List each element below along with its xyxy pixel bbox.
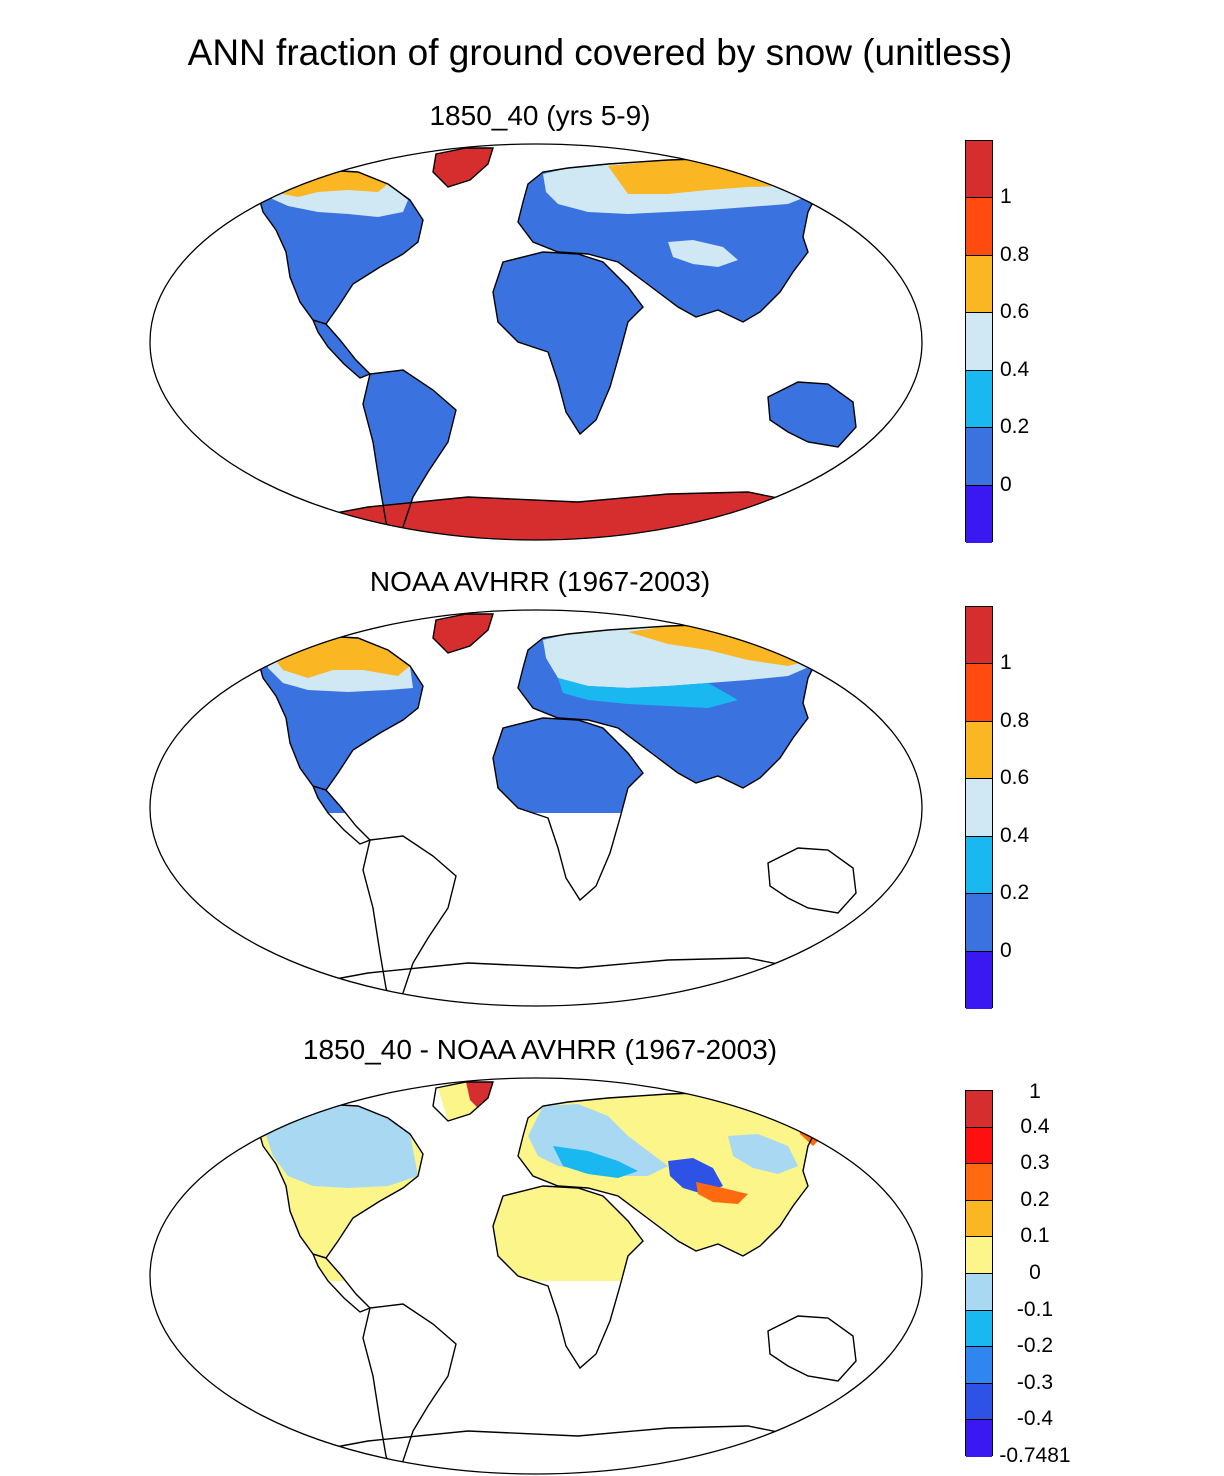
colorbar-tick-label: 0.8	[1000, 242, 1030, 266]
colorbar-segment	[966, 198, 992, 256]
colorbar-segment	[966, 255, 992, 314]
colorbar-tick-label: -0.2	[1016, 1334, 1054, 1358]
colorbar-segment	[966, 836, 992, 895]
colorbar-segment	[966, 894, 992, 952]
colorbar-segment	[966, 1310, 992, 1348]
land-model	[256, 148, 922, 540]
colorbar-model	[965, 140, 993, 543]
colorbar-tick-label: 0	[1000, 938, 1012, 962]
colorbar-obs	[965, 606, 993, 1009]
colorbar-tick-label: 0.8	[1000, 708, 1030, 732]
colorbar-tick-label: -0.7481	[999, 1444, 1071, 1467]
colorbar-tick-label: 0.2	[1000, 415, 1030, 439]
colorbar-segment	[966, 485, 992, 543]
colorbar-tick-label: -0.1	[1016, 1297, 1054, 1321]
map-obs	[149, 609, 923, 1007]
colorbar-segment	[966, 607, 992, 665]
colorbar-tick-label: 0	[1000, 472, 1012, 496]
colorbar-tick-label: 1	[1029, 1080, 1041, 1103]
panel-title-diff: 1850_40 - NOAA AVHRR (1967-2003)	[302, 1034, 778, 1065]
panel-title-model: 1850_40 (yrs 5-9)	[429, 100, 651, 131]
colorbar-tick-label: 0.2	[1000, 881, 1030, 905]
colorbar-tick-label: 0.4	[1020, 1114, 1050, 1138]
colorbar-tick-label: -0.4	[1016, 1407, 1054, 1431]
colorbar-segment	[966, 428, 992, 486]
colorbar-tick-label: 0.3	[1020, 1151, 1050, 1175]
colorbar-tick-label: 1	[1000, 651, 1012, 675]
map-boundary	[149, 143, 923, 541]
colorbar-tick-label: 0.1	[1020, 1224, 1050, 1248]
colorbar-tick-label: 0.6	[1000, 300, 1030, 324]
colorbar-segment	[966, 664, 992, 722]
main-title: ANN fraction of ground covered by snow (…	[187, 32, 1013, 73]
colorbar-tick-label: 0.6	[1000, 766, 1030, 790]
colorbar-segment	[966, 1273, 992, 1311]
colorbar-tick-label: 0.2	[1020, 1187, 1050, 1211]
colorbar-tick-label: 0.4	[1000, 823, 1030, 847]
colorbar-segment	[966, 1420, 992, 1457]
colorbar-tick-label: 0	[1029, 1261, 1041, 1284]
colorbar-segment	[966, 1200, 992, 1238]
colorbar-segment	[966, 313, 992, 371]
colorbar-tick-label: -0.3	[1016, 1370, 1054, 1394]
colorbar-diff	[965, 1090, 993, 1457]
colorbar-segment	[966, 370, 992, 429]
colorbar-segment	[966, 779, 992, 837]
colorbar-segment	[966, 1383, 992, 1421]
colorbar-segment	[966, 1164, 992, 1201]
land-diff	[256, 1082, 828, 1281]
colorbar-tick-label: 1	[1000, 185, 1012, 209]
colorbar-segment	[966, 141, 992, 199]
colorbar-segment	[966, 1127, 992, 1165]
colorbar-segment	[966, 951, 992, 1009]
map-diff	[149, 1077, 923, 1475]
map-model	[149, 143, 923, 541]
land-obs	[256, 614, 828, 813]
colorbar-segment	[966, 1091, 992, 1128]
colorbar-segment	[966, 1347, 992, 1384]
colorbar-tick-label: 0.4	[1000, 357, 1030, 381]
colorbar-segment	[966, 721, 992, 780]
panel-title-obs: NOAA AVHRR (1967-2003)	[369, 566, 711, 597]
colorbar-segment	[966, 1237, 992, 1274]
